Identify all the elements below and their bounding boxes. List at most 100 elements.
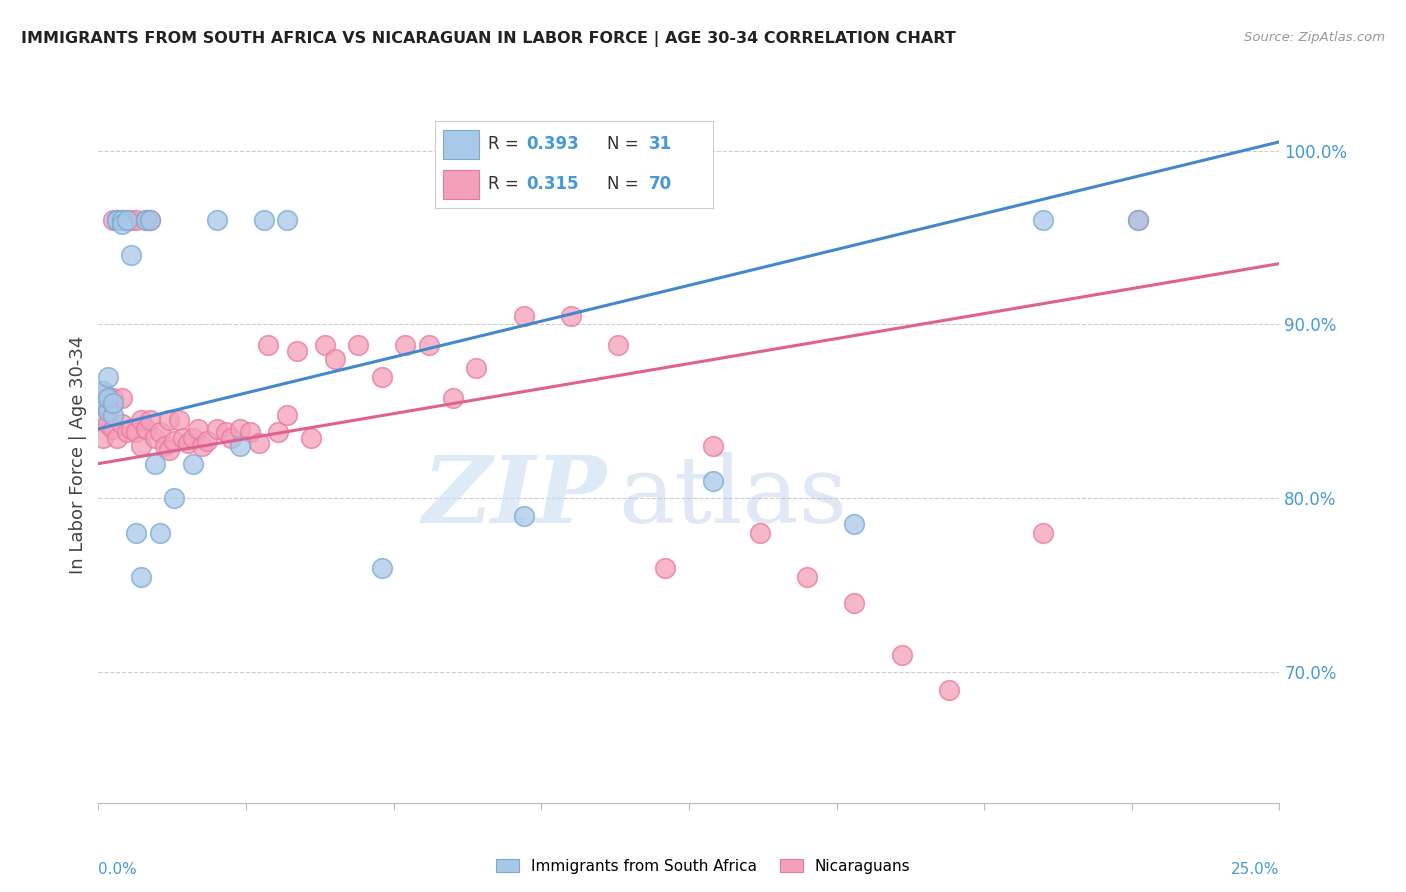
Point <box>121 213 143 227</box>
Point <box>702 474 724 488</box>
Text: Source: ZipAtlas.com: Source: ZipAtlas.com <box>1244 31 1385 45</box>
Point <box>143 457 166 471</box>
Point <box>181 430 204 444</box>
Point <box>239 425 262 440</box>
Point <box>187 422 209 436</box>
Point <box>111 391 134 405</box>
Text: 25.0%: 25.0% <box>1232 863 1279 877</box>
Point <box>135 422 157 436</box>
Point <box>205 422 228 436</box>
Point <box>105 430 128 444</box>
Point <box>91 384 114 398</box>
Point <box>129 569 152 583</box>
Point <box>205 213 228 227</box>
Point <box>418 338 440 352</box>
Point <box>285 343 308 358</box>
Point <box>91 430 114 444</box>
Y-axis label: In Labor Force | Age 30-34: In Labor Force | Age 30-34 <box>69 335 87 574</box>
Point <box>191 439 214 453</box>
Point <box>512 508 534 523</box>
Point <box>101 213 124 227</box>
Point <box>101 422 124 436</box>
Point <box>371 369 394 384</box>
Point <box>97 391 120 405</box>
Point <box>163 434 186 448</box>
Point <box>97 391 120 405</box>
Point <box>229 422 252 436</box>
Point <box>276 408 298 422</box>
Point <box>181 457 204 471</box>
Point <box>465 360 488 375</box>
Point <box>229 439 252 453</box>
Point <box>195 434 218 448</box>
Point <box>143 430 166 444</box>
Point <box>796 569 818 583</box>
Point <box>177 435 200 450</box>
Point <box>153 439 176 453</box>
Point <box>111 217 134 231</box>
Point <box>253 213 276 227</box>
Point <box>276 213 298 227</box>
Point <box>115 425 138 440</box>
Point <box>125 425 148 440</box>
Point <box>139 213 162 227</box>
Point <box>257 338 280 352</box>
Point <box>347 338 370 352</box>
Point <box>135 213 157 227</box>
Point <box>512 309 534 323</box>
Point <box>149 425 172 440</box>
Point <box>938 682 960 697</box>
Point <box>121 422 143 436</box>
Point <box>149 526 172 541</box>
Point <box>215 425 238 440</box>
Point <box>115 213 138 227</box>
Point <box>323 352 346 367</box>
Point <box>890 648 912 662</box>
Point <box>1032 526 1054 541</box>
Point <box>844 517 866 532</box>
Point <box>371 561 394 575</box>
Point <box>844 596 866 610</box>
Point <box>125 213 148 227</box>
Point <box>97 369 120 384</box>
Point <box>441 391 464 405</box>
Point <box>105 213 128 227</box>
Text: ZIP: ZIP <box>422 451 606 541</box>
Point <box>1032 213 1054 227</box>
Point <box>111 417 134 431</box>
Point <box>101 408 124 422</box>
Point <box>91 395 114 409</box>
Point <box>111 213 134 227</box>
Text: IMMIGRANTS FROM SOUTH AFRICA VS NICARAGUAN IN LABOR FORCE | AGE 30-34 CORRELATIO: IMMIGRANTS FROM SOUTH AFRICA VS NICARAGU… <box>21 31 956 47</box>
Point <box>167 413 190 427</box>
Point <box>247 435 270 450</box>
Point <box>91 387 114 401</box>
Point <box>129 413 152 427</box>
Point <box>219 430 242 444</box>
Point <box>394 338 416 352</box>
Point <box>97 404 120 418</box>
Point <box>111 213 134 227</box>
Point <box>560 309 582 323</box>
Point <box>101 391 124 405</box>
Point <box>91 408 114 422</box>
Legend: Immigrants from South Africa, Nicaraguans: Immigrants from South Africa, Nicaraguan… <box>489 853 917 880</box>
Point <box>139 213 162 227</box>
Text: atlas: atlas <box>619 451 848 541</box>
Point <box>748 526 770 541</box>
Point <box>172 430 194 444</box>
Point <box>314 338 336 352</box>
Point <box>121 248 143 262</box>
Point <box>105 213 128 227</box>
Point <box>299 430 322 444</box>
Point <box>115 213 138 227</box>
Point <box>157 442 180 457</box>
Point <box>129 439 152 453</box>
Point <box>1126 213 1149 227</box>
Point <box>139 413 162 427</box>
Point <box>125 526 148 541</box>
Point <box>97 417 120 431</box>
Point <box>97 401 120 415</box>
Point <box>157 413 180 427</box>
Point <box>135 213 157 227</box>
